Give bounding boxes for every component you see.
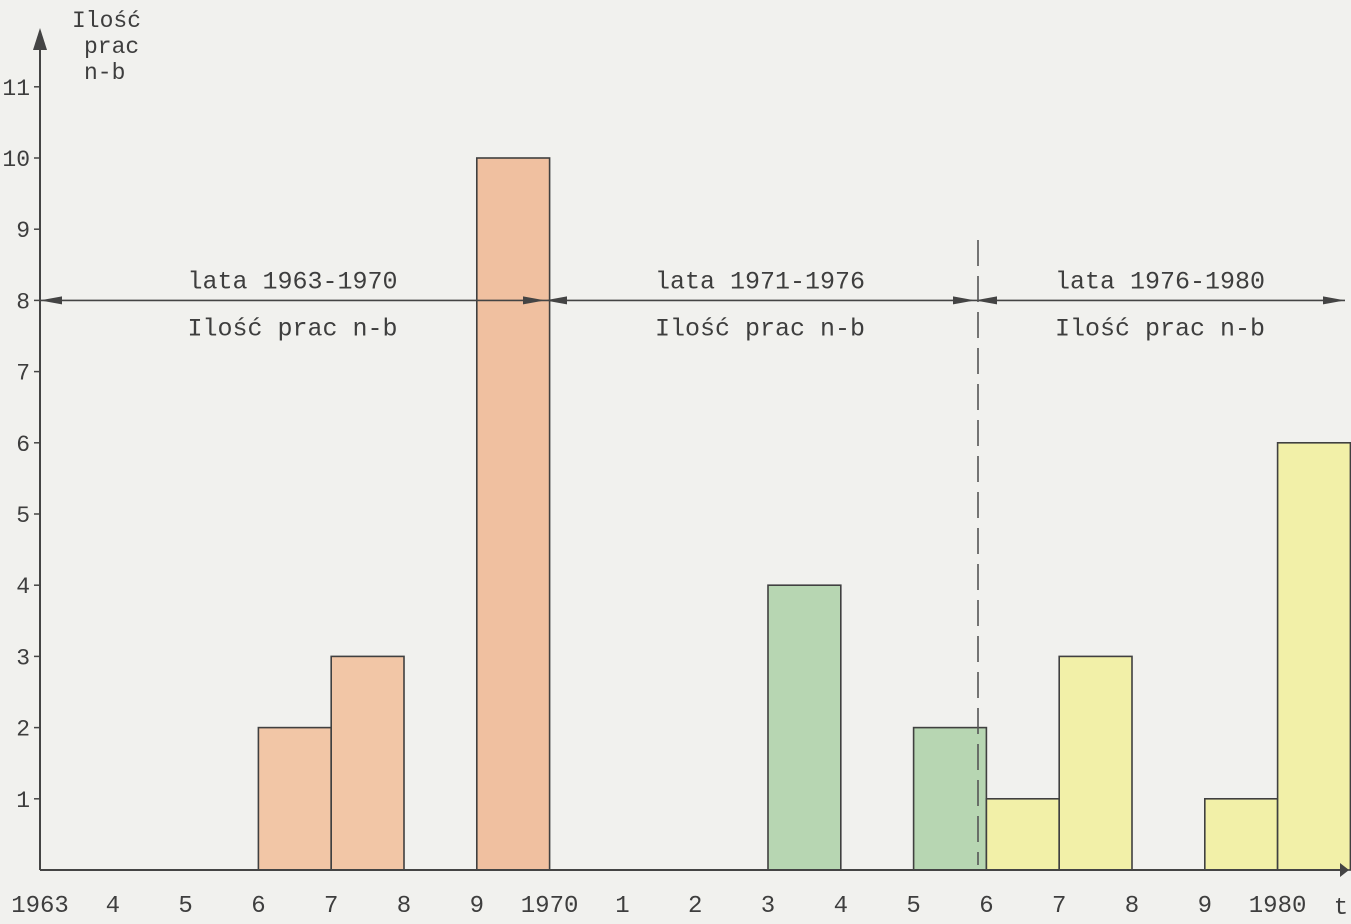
bar-1974 xyxy=(767,584,842,871)
period-sublabel-3: Ilość prac n-b xyxy=(1055,314,1265,343)
y-axis-title-line-3: n-b xyxy=(84,60,126,86)
x-tick-label-0: 1963 xyxy=(11,893,69,919)
period-label-2: lata 1971-1976 xyxy=(655,267,865,296)
x-tick-label-13: 6 xyxy=(979,893,993,919)
x-tick-label-2: 5 xyxy=(178,893,192,919)
y-tick-label-2: 2 xyxy=(16,717,30,743)
y-tick-label-8: 8 xyxy=(16,289,30,315)
y-tick-label-5: 5 xyxy=(16,503,30,529)
period-arrow-left-1 xyxy=(40,296,62,305)
y-tick-label-10: 10 xyxy=(2,147,30,173)
x-tick-label-12: 5 xyxy=(906,893,920,919)
x-tick-label-5: 8 xyxy=(397,893,411,919)
bar-1976 xyxy=(912,726,988,871)
y-tick-label-6: 6 xyxy=(16,432,30,458)
x-tick-label-14: 7 xyxy=(1052,893,1066,919)
x-tick-label-8: 1 xyxy=(615,893,629,919)
x-tick-label-4: 7 xyxy=(324,893,338,919)
bar-1981 xyxy=(1276,441,1351,871)
x-tick-label-9: 2 xyxy=(688,893,702,919)
y-tick-label-4: 4 xyxy=(16,574,30,600)
period-arrow-left-2 xyxy=(545,296,567,305)
x-tick-label-7: 1970 xyxy=(521,893,579,919)
bar-1968 xyxy=(330,655,405,871)
period-label-1: lata 1963-1970 xyxy=(187,267,397,296)
x-tick-label-17: 1980 xyxy=(1249,893,1307,919)
y-axis-title-line-1: Ilość xyxy=(72,8,142,34)
x-tick-label-11: 4 xyxy=(834,893,848,919)
bar-1980 xyxy=(1204,797,1279,871)
x-tick-label-16: 9 xyxy=(1198,893,1212,919)
x-tick-label-10: 3 xyxy=(761,893,775,919)
period-arrow-left-3 xyxy=(975,296,997,305)
bar-1978 xyxy=(1058,655,1133,871)
period-arrow-right-1 xyxy=(523,296,545,305)
y-axis-title-line-2: prac xyxy=(84,34,140,60)
x-axis-title: t xyxy=(1334,895,1348,919)
x-tick-label-6: 9 xyxy=(470,893,484,919)
period-arrow-right-3 xyxy=(1323,296,1345,305)
y-axis-arrow xyxy=(33,28,47,50)
bar-1970 xyxy=(475,157,551,871)
y-tick-label-9: 9 xyxy=(16,218,30,244)
y-tick-label-3: 3 xyxy=(16,645,30,671)
period-arrow-right-2 xyxy=(953,296,975,305)
period-label-3: lata 1976-1980 xyxy=(1055,267,1265,296)
bar-1977 xyxy=(985,797,1061,871)
x-axis-arrow xyxy=(1340,863,1349,877)
y-tick-label-11: 11 xyxy=(2,76,30,102)
period-sublabel-2: Ilość prac n-b xyxy=(655,314,865,343)
x-tick-label-1: 4 xyxy=(106,893,120,919)
period-sublabel-1: Ilość prac n-b xyxy=(187,314,397,343)
x-tick-label-15: 8 xyxy=(1125,893,1139,919)
y-axis-title: Ilość prac n-b xyxy=(72,8,141,86)
y-tick-label-7: 7 xyxy=(16,361,30,387)
bar-1967 xyxy=(257,726,332,871)
x-tick-label-3: 6 xyxy=(251,893,265,919)
y-tick-label-1: 1 xyxy=(16,788,30,814)
